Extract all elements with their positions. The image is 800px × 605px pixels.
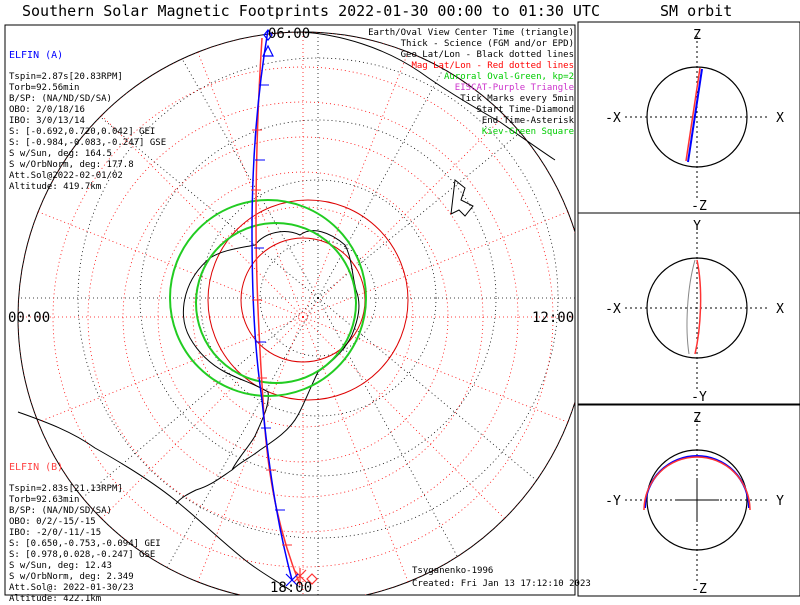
elfin-b-ticks <box>251 129 292 546</box>
elfin-a-info: ELFIN (A) Tspin=2.87s[20.83RPM] Torb=92.5… <box>9 28 166 193</box>
orbit-track-a <box>687 68 703 163</box>
elfin-b-name: ELFIN (B) <box>9 462 64 473</box>
antarctic-peninsula-outline <box>175 469 233 505</box>
spacecraft-info-line: S w/Sun, deg: 12.43 <box>9 561 112 571</box>
spacecraft-info-line: Tspin=2.87s[20.83RPM] <box>9 72 123 82</box>
orbit-panel-frame <box>577 212 800 405</box>
spacecraft-info-line: Altitude: 419.7km <box>9 182 102 192</box>
created-label: Created: Fri Jan 13 17:12:10 2023 <box>412 579 591 589</box>
spacecraft-info-line: B/SP: (NA/ND/SD/SA) <box>9 94 112 104</box>
island-outline <box>450 179 474 217</box>
mag-circle-middle <box>207 199 409 401</box>
elfin-b-track <box>255 37 301 586</box>
legend-line: End Time-Asterisk <box>481 116 574 126</box>
orbit-panels: Z -Z -X X Y -Y -X X Z -Z -Y Y <box>577 21 800 597</box>
spacecraft-info-line: IBO: 3/0/13/14 <box>9 116 85 126</box>
legend-line: Thick - Science (FGM and/or EPD) <box>400 39 574 49</box>
legend-line: Geo Lat/Lon - Black dotted lines <box>400 50 574 60</box>
orbit-title: SM orbit <box>660 2 733 20</box>
orbit-label-right: Y <box>776 494 784 509</box>
orbit-label-bottom: -Y <box>691 390 707 405</box>
spacecraft-info-line: Tspin=2.83s[21.13RPM] <box>9 484 123 494</box>
spacecraft-info-line: Att.Sol@2022-02-01/02 <box>9 171 123 181</box>
spacecraft-info-line: Att.Sol@: 2022-01-30/23 <box>9 583 134 593</box>
orbit-track-b <box>685 67 701 162</box>
mag-grid <box>18 32 575 595</box>
spacecraft-info-line: S: [-0.984,-0.083,-0.247] GSE <box>9 138 167 148</box>
spacecraft-info-line: Altitude: 422.1km <box>9 594 102 604</box>
orbit-track-a <box>686 259 696 355</box>
spacecraft-info-line: S w/Sun, deg: 164.5 <box>9 149 112 159</box>
orbit-label-bottom: -Z <box>691 199 707 214</box>
orbit-label-right: X <box>776 111 784 126</box>
spacecraft-info-line: B/SP: (NA/ND/SD/SA) <box>9 506 112 516</box>
legend-line: Start Time-Diamond <box>476 105 574 115</box>
earth-circle <box>646 449 748 551</box>
map-frame <box>4 24 576 596</box>
spacecraft-info-line: S: [0.650,-0.753,-0.094] GEI <box>9 539 161 549</box>
orbit-panel-frame <box>577 404 800 597</box>
lt-label-right: 12:00 <box>532 310 574 326</box>
elfin-a-end-asterisk <box>285 573 299 587</box>
spacecraft-info-line: OBO: 0/2/-15/-15 <box>9 517 96 527</box>
orbit-track-b <box>643 456 751 511</box>
antarctica-outline <box>182 230 360 471</box>
elfin-a-ticks <box>254 84 285 511</box>
model-label: Tsyganenko-1996 <box>412 566 494 576</box>
spacecraft-info-line: S: [0.978,0.028,-0.247] GSE <box>9 550 156 560</box>
earth-circle <box>646 257 748 359</box>
orbit-label-top: Y <box>693 219 701 234</box>
lt-label-bottom: 18:00 <box>270 580 312 596</box>
legend-line: Tick Marks every 5min <box>460 94 574 104</box>
orbit-track-b <box>694 259 702 355</box>
spacecraft-info-line: OBO: 2/0/18/16 <box>9 105 85 115</box>
spacecraft-info-line: S w/OrbNorm, deg: 177.8 <box>9 160 134 170</box>
spacecraft-info-line: Torb=92.56min <box>9 83 80 93</box>
lt-label-top: 06:00 <box>268 26 310 42</box>
orbit-label-bottom: -Z <box>691 582 707 597</box>
elfin-b-start-diamond <box>306 573 318 585</box>
spacecraft-info-line: Torb=92.63min <box>9 495 80 505</box>
elfin-a-start-diamond <box>263 29 273 41</box>
legend-line: EISCAT-Purple Triangle <box>454 83 574 93</box>
elfin-b-end-asterisk <box>293 568 307 584</box>
continent-outline-north <box>299 31 556 161</box>
main-title: Southern Solar Magnetic Footprints 2022-… <box>22 2 600 20</box>
elfin-a-name: ELFIN (A) <box>9 50 64 61</box>
orbit-label-left: -Y <box>605 494 621 509</box>
elfin-a-track <box>251 29 293 581</box>
legend-line: Kiev-Green Square <box>481 127 574 137</box>
earth-circle <box>646 66 748 168</box>
spacecraft-info-line: S: [-0.692,0.720,0.042] GEI <box>9 127 156 137</box>
spacecraft-info-line: S w/OrbNorm, deg: 2.349 <box>9 572 134 582</box>
legend-line: Mag Lat/Lon - Red dotted lines <box>411 61 574 71</box>
orbit-label-right: X <box>776 302 784 317</box>
orbit-label-top: Z <box>693 411 701 426</box>
geo-grid <box>18 32 575 595</box>
elfin-a-center-triangle <box>262 44 274 57</box>
spacecraft-info-line: IBO: -2/0/-11/-15 <box>9 528 102 538</box>
orbit-label-left: -X <box>605 111 621 126</box>
orbit-label-left: -X <box>605 302 621 317</box>
lt-label-left: 00:00 <box>8 310 50 326</box>
auroral-oval-inner <box>195 222 357 384</box>
orbit-label-top: Z <box>693 28 701 43</box>
auroral-oval-outer <box>169 199 367 397</box>
legend-line: Auroral Oval-Green, kp=2 <box>443 72 574 82</box>
elfin-b-info: ELFIN (B) Tspin=2.83s[21.13RPM] Torb=92.6… <box>9 440 161 605</box>
legend: Earth/Oval View Center Time (triangle) Th… <box>368 28 574 138</box>
legend-line: Earth/Oval View Center Time (triangle) <box>368 28 574 38</box>
continent-outline-southwest <box>17 411 291 591</box>
